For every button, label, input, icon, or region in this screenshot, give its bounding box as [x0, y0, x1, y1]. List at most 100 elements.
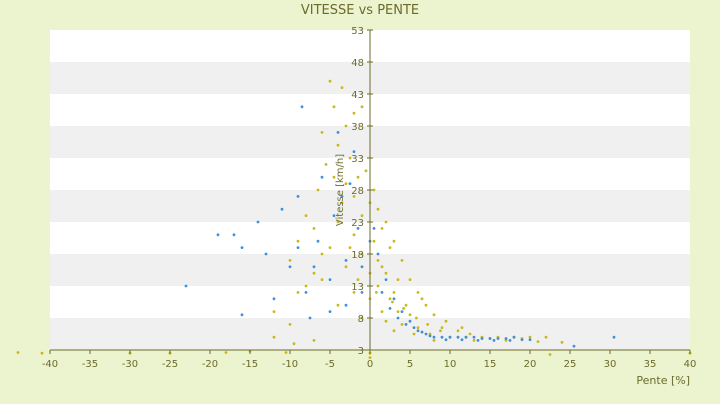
data-point [296, 239, 300, 243]
data-point [16, 351, 20, 354]
data-point [572, 344, 576, 348]
data-point [548, 353, 552, 356]
data-point [336, 220, 340, 224]
data-point [316, 188, 320, 192]
data-point [376, 207, 380, 211]
data-point [400, 310, 404, 313]
data-point [396, 278, 400, 281]
data-point [256, 220, 260, 224]
x-tick-label: -30 [122, 359, 138, 370]
data-point [360, 265, 364, 269]
data-point [364, 169, 368, 173]
data-point [340, 195, 344, 198]
data-point [296, 291, 300, 294]
data-point [272, 297, 276, 301]
data-point [332, 175, 336, 179]
data-point [380, 291, 384, 294]
data-point [360, 316, 364, 320]
data-point [328, 310, 332, 313]
data-point [384, 220, 388, 224]
data-point [308, 316, 312, 320]
data-point [344, 259, 348, 262]
y-tick-label: 18 [351, 250, 364, 261]
data-point [612, 335, 616, 339]
data-point [416, 291, 420, 294]
data-point [360, 214, 364, 218]
data-point [400, 323, 404, 326]
data-point [388, 307, 392, 310]
data-point [216, 233, 220, 237]
y-tick-label: 53 [351, 26, 364, 37]
data-point [240, 313, 244, 317]
data-point [360, 291, 364, 294]
x-tick-label: 10 [444, 359, 457, 370]
data-point [416, 326, 420, 329]
data-point [336, 143, 340, 147]
data-point [232, 233, 236, 237]
data-point [320, 131, 324, 134]
y-tick-label: 48 [351, 58, 364, 69]
plot-points [16, 79, 692, 360]
data-point [424, 332, 428, 336]
data-point [376, 259, 380, 262]
x-tick-label: 20 [524, 359, 537, 370]
y-tick-label: 38 [351, 122, 364, 133]
data-point [360, 105, 364, 109]
data-point [456, 335, 460, 339]
data-point [356, 227, 360, 230]
data-point [408, 313, 412, 317]
data-point [520, 338, 524, 342]
data-point [312, 227, 316, 230]
data-point [375, 291, 378, 294]
data-point [412, 326, 416, 329]
data-point [344, 265, 348, 269]
data-point [408, 319, 412, 323]
data-point [384, 271, 388, 275]
data-point [420, 297, 424, 301]
data-point [536, 340, 540, 344]
x-tick-label: 5 [407, 359, 413, 370]
data-point [288, 259, 292, 262]
data-point [292, 342, 296, 345]
data-point [304, 284, 308, 288]
data-point [224, 351, 228, 354]
data-point [344, 182, 348, 186]
data-point [460, 338, 464, 342]
x-tick-label: 15 [484, 359, 497, 370]
x-tick-label: -5 [325, 359, 335, 370]
data-point [352, 150, 356, 154]
data-point [392, 297, 396, 301]
data-point [296, 246, 300, 250]
data-point [504, 339, 508, 342]
data-point [396, 316, 400, 320]
y-axis-label: Vitesse [km/h] [335, 154, 346, 226]
data-point [352, 195, 356, 198]
data-point [348, 156, 352, 160]
axes: -40 -35 -30 -25 -20 -15 -10 -5 0 5 10 15 20 25 30 35 40 3… [42, 26, 697, 370]
data-point [312, 271, 316, 275]
data-point [544, 335, 548, 339]
data-point [420, 330, 424, 334]
data-point [439, 329, 442, 333]
data-point [344, 303, 348, 307]
data-point [464, 335, 468, 339]
data-point [376, 284, 380, 288]
data-point [264, 252, 268, 256]
data-point [472, 335, 476, 339]
data-point [368, 356, 372, 360]
data-point [428, 332, 432, 336]
data-point [328, 246, 332, 250]
data-point [424, 303, 428, 307]
data-point [344, 124, 348, 128]
x-tick-label: -25 [162, 359, 178, 370]
data-point [432, 335, 436, 339]
data-point [440, 335, 444, 339]
y-tick-label: 33 [351, 154, 364, 165]
data-point [312, 265, 316, 269]
data-point [426, 323, 429, 326]
data-point [472, 339, 476, 342]
data-point [356, 278, 360, 281]
data-point [404, 303, 408, 307]
data-point [448, 335, 452, 339]
